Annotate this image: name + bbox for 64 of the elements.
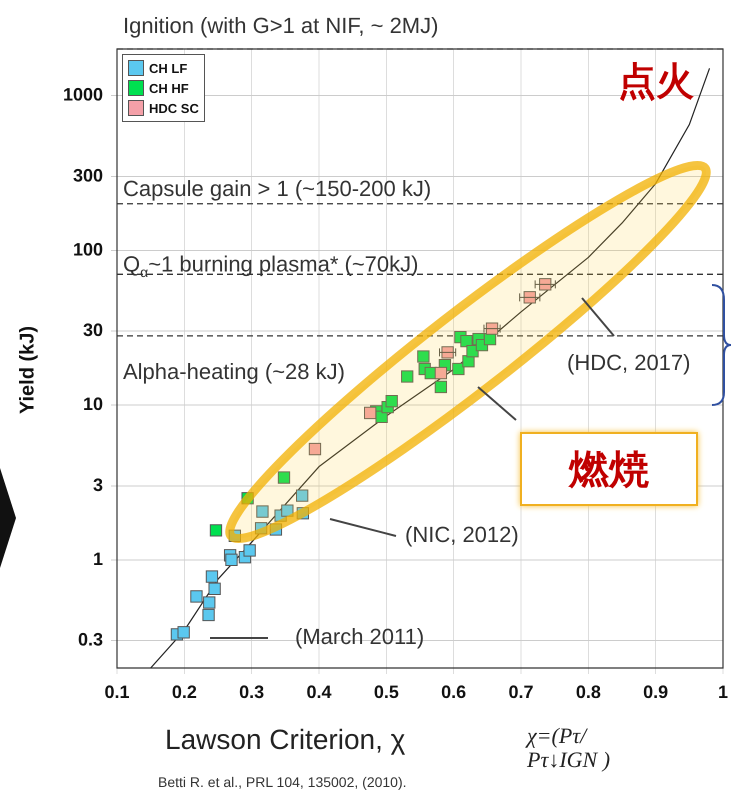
annotation: 点火 [618,60,694,105]
y-tick-label: 1 [92,548,103,569]
point [243,544,256,557]
y-tick-label: 300 [72,165,103,186]
text: χ=(Pτ/ Pτ↓IGN ) [527,723,610,772]
x-tick-label: 0.4 [306,682,332,702]
point [254,522,268,534]
annotation: 燃焼 [520,432,698,506]
text: Betti R. et al., PRL 104, 135002, (2010). [158,774,407,790]
point [434,366,448,380]
point [441,346,454,359]
point [241,492,254,504]
point [281,504,294,517]
point [202,608,215,622]
x-tick-label: 0.9 [643,682,668,702]
x-tick-label: 0.1 [104,682,130,702]
ref-line-label: Alpha-heating (~28 kJ) [123,358,345,384]
point [364,406,376,420]
y-tick-label: 0.3 [78,630,103,650]
ref-line-label: Capsule gain > 1 (~150-200 kJ) [123,176,432,201]
x-tick-label: 0.2 [172,682,197,702]
point [210,524,222,537]
point [296,489,308,502]
ref-line-label: Ignition (with G>1 at NIF, ~ 2MJ) [123,13,438,38]
point [524,291,536,304]
x-tick-label: 0.6 [441,682,466,702]
point [190,590,203,603]
y-tick-label: 3 [92,474,103,495]
x-tick-label: 0.7 [508,682,534,702]
point [401,370,414,383]
point [308,442,322,456]
point [296,507,309,520]
x-tick-label: 0.8 [576,682,601,702]
point [256,505,269,518]
annotation: (March 2011) [295,624,424,650]
annotation: (HDC, 2017) [567,350,690,376]
x-tick-label: 0.3 [239,682,264,702]
point [486,322,498,335]
y-tick-label: 30 [82,320,103,340]
point [452,362,465,376]
y-axis-title: Yield (kJ) [16,326,40,414]
x-tick-label: 1 [718,682,728,702]
point [460,334,473,348]
legend-label: CH HF [149,80,189,96]
annotation: (NIC, 2012) [405,522,519,548]
point [203,596,216,609]
point [539,278,552,290]
point [178,626,190,638]
y-tick-label: 1000 [62,84,103,105]
point [278,471,290,484]
y-tick-label: 100 [72,239,103,260]
point [417,350,430,363]
legend-label: HDC SC [149,100,199,116]
point [225,554,238,566]
point [270,523,282,536]
point [206,570,218,583]
y-tick-label: 10 [82,394,103,414]
x-tick-label: 0.5 [374,682,399,702]
point [228,530,241,542]
legend-label: CH LF [149,60,188,76]
point [386,395,398,408]
x-axis-title: Lawson Criterion, χ [165,724,406,756]
point [208,582,221,595]
point [434,380,448,394]
